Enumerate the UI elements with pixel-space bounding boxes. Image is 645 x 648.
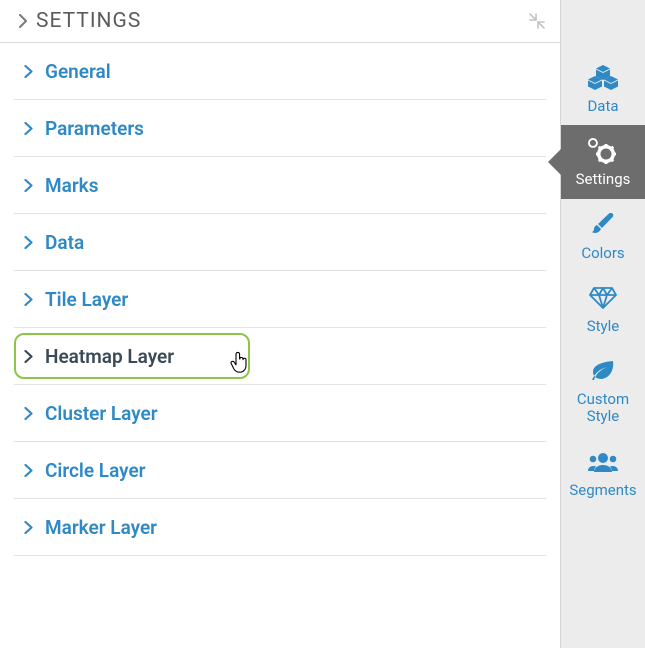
hand-cursor-icon xyxy=(229,350,249,374)
section-label: Marker Layer xyxy=(45,516,157,539)
chevron-right-icon xyxy=(24,293,33,306)
tab-style[interactable]: Style xyxy=(561,272,645,345)
tab-label: Data xyxy=(587,98,618,115)
right-sidebar: Data xyxy=(560,0,645,648)
section-cluster-layer[interactable]: Cluster Layer xyxy=(14,385,546,442)
chevron-right-icon xyxy=(24,65,33,78)
chevron-right-icon xyxy=(24,179,33,192)
brush-icon xyxy=(591,211,615,239)
cubes-icon xyxy=(588,64,618,92)
section-label: Circle Layer xyxy=(45,459,146,482)
section-label: Parameters xyxy=(45,117,144,140)
section-heatmap-layer[interactable]: Heatmap Layer xyxy=(14,328,546,385)
settings-panel-app: SETTINGS General Parameters xyxy=(0,0,645,648)
chevron-right-icon xyxy=(24,350,33,363)
chevron-right-icon xyxy=(24,464,33,477)
users-icon xyxy=(588,448,618,476)
chevron-right-icon xyxy=(24,236,33,249)
tab-data[interactable]: Data xyxy=(561,52,645,125)
section-parameters[interactable]: Parameters xyxy=(14,100,546,157)
section-marker-layer[interactable]: Marker Layer xyxy=(14,499,546,556)
section-circle-layer[interactable]: Circle Layer xyxy=(14,442,546,499)
section-label: General xyxy=(45,60,111,83)
tab-label: Segments xyxy=(569,482,636,499)
tab-label: Custom Style xyxy=(565,391,641,426)
tab-settings[interactable]: Settings xyxy=(561,125,645,198)
section-data[interactable]: Data xyxy=(14,214,546,271)
active-tab-pointer xyxy=(548,149,561,175)
section-label: Tile Layer xyxy=(45,288,128,311)
section-label: Cluster Layer xyxy=(45,402,158,425)
leaf-icon xyxy=(590,357,616,385)
section-label: Heatmap Layer xyxy=(45,345,174,368)
tab-label: Settings xyxy=(576,171,631,188)
section-general[interactable]: General xyxy=(14,43,546,100)
tab-label: Colors xyxy=(581,245,624,262)
chevron-right-icon xyxy=(24,521,33,534)
gears-icon xyxy=(588,137,618,165)
tab-segments[interactable]: Segments xyxy=(561,436,645,509)
section-list: General Parameters Marks Data xyxy=(0,43,560,648)
section-label: Marks xyxy=(45,174,98,197)
settings-main-column: SETTINGS General Parameters xyxy=(0,0,560,648)
chevron-right-icon xyxy=(24,122,33,135)
chevron-right-icon xyxy=(24,407,33,420)
section-marks[interactable]: Marks xyxy=(14,157,546,214)
diamond-icon xyxy=(589,284,617,312)
tab-custom-style[interactable]: Custom Style xyxy=(561,345,645,436)
section-tile-layer[interactable]: Tile Layer xyxy=(14,271,546,328)
tab-colors[interactable]: Colors xyxy=(561,199,645,272)
collapse-icon[interactable] xyxy=(528,12,546,30)
chevron-right-icon xyxy=(18,14,28,28)
section-label: Data xyxy=(45,231,84,254)
tab-label: Style xyxy=(587,318,620,335)
panel-title: SETTINGS xyxy=(36,9,141,33)
panel-header[interactable]: SETTINGS xyxy=(0,0,560,43)
